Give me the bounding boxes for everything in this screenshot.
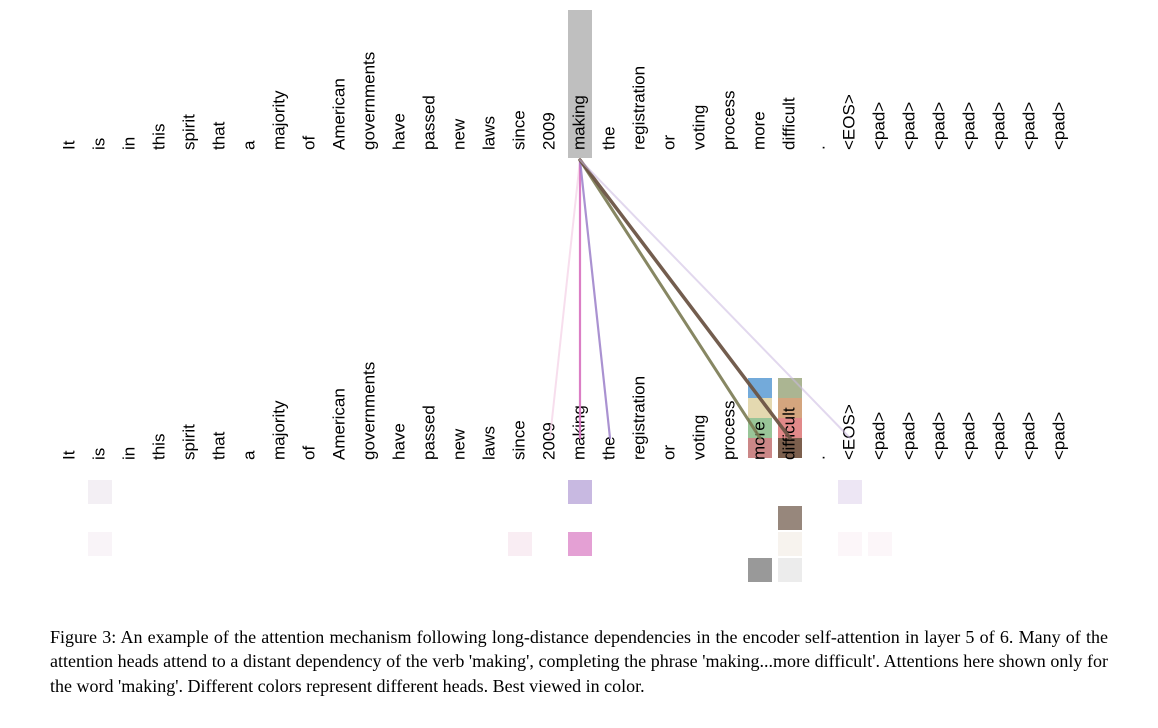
top-token: <pad> bbox=[1019, 102, 1038, 150]
figure-caption: Figure 3: An example of the attention me… bbox=[50, 625, 1108, 698]
top-token: have bbox=[389, 113, 408, 150]
bottom-token: since bbox=[509, 420, 528, 460]
top-token: voting bbox=[689, 105, 708, 150]
bottom-token: <pad> bbox=[1019, 412, 1038, 460]
bottom-token: new bbox=[449, 428, 468, 460]
bottom-token: governments bbox=[359, 362, 378, 460]
bottom-token: <pad> bbox=[929, 412, 948, 460]
head-cell bbox=[838, 480, 862, 504]
attention-line bbox=[580, 160, 850, 438]
top-token: or bbox=[659, 135, 678, 150]
bottom-token: the bbox=[599, 436, 618, 460]
bottom-token: American bbox=[329, 388, 348, 460]
top-token: laws bbox=[479, 116, 498, 150]
top-token: more bbox=[749, 111, 768, 150]
top-token: passed bbox=[419, 95, 438, 150]
top-token: making bbox=[569, 95, 588, 150]
bottom-token: that bbox=[209, 431, 228, 460]
bottom-token: <pad> bbox=[869, 412, 888, 460]
top-token: It bbox=[59, 140, 78, 150]
bottom-token: difficult bbox=[779, 407, 798, 460]
top-token: <pad> bbox=[1049, 102, 1068, 150]
attention-line bbox=[580, 160, 790, 438]
top-token: <pad> bbox=[959, 102, 978, 150]
bottom-token: this bbox=[149, 434, 168, 460]
top-token: American bbox=[329, 78, 348, 150]
bottom-token: <pad> bbox=[989, 412, 1008, 460]
top-token: . bbox=[809, 145, 828, 150]
bottom-token: registration bbox=[629, 376, 648, 460]
top-token: in bbox=[119, 137, 138, 150]
bottom-token: <pad> bbox=[1049, 412, 1068, 460]
top-token: <pad> bbox=[899, 102, 918, 150]
bottom-token: It bbox=[59, 450, 78, 460]
head-cell bbox=[748, 558, 772, 582]
bottom-token: . bbox=[809, 455, 828, 460]
top-token: majority bbox=[269, 90, 288, 150]
head-cell bbox=[778, 506, 802, 530]
caption-label: Figure 3: bbox=[50, 627, 116, 647]
head-cell bbox=[868, 532, 892, 556]
top-token: difficult bbox=[779, 97, 798, 150]
top-token: since bbox=[509, 110, 528, 150]
top-token: <pad> bbox=[929, 102, 948, 150]
bottom-token: have bbox=[389, 423, 408, 460]
top-token: <pad> bbox=[869, 102, 888, 150]
bottom-token: laws bbox=[479, 426, 498, 460]
bottom-token: is bbox=[89, 448, 108, 460]
top-token: the bbox=[599, 126, 618, 150]
top-token: <pad> bbox=[989, 102, 1008, 150]
bottom-token: majority bbox=[269, 400, 288, 460]
bottom-token: <pad> bbox=[959, 412, 978, 460]
top-token: that bbox=[209, 121, 228, 150]
top-token: this bbox=[149, 124, 168, 150]
bottom-token: voting bbox=[689, 415, 708, 460]
head-cell bbox=[88, 532, 112, 556]
top-token: process bbox=[719, 90, 738, 150]
head-cell bbox=[778, 558, 802, 582]
top-token: 2009 bbox=[539, 112, 558, 150]
bottom-token: spirit bbox=[179, 424, 198, 460]
bottom-token: <pad> bbox=[899, 412, 918, 460]
top-token: registration bbox=[629, 66, 648, 150]
top-token: spirit bbox=[179, 114, 198, 150]
head-cell bbox=[778, 532, 802, 556]
top-token: is bbox=[89, 138, 108, 150]
bottom-token: 2009 bbox=[539, 422, 558, 460]
head-cell bbox=[838, 532, 862, 556]
caption-text: An example of the attention mechanism fo… bbox=[50, 627, 1108, 696]
bottom-token: <EOS> bbox=[839, 404, 858, 460]
bottom-token: or bbox=[659, 445, 678, 460]
bottom-token: process bbox=[719, 400, 738, 460]
bottom-token: of bbox=[299, 446, 318, 460]
head-cell bbox=[568, 480, 592, 504]
head-cell bbox=[88, 480, 112, 504]
attention-diagram: ItisinthisspiritthatamajorityofAmericang… bbox=[0, 0, 1158, 620]
top-token: a bbox=[239, 140, 258, 150]
bottom-token: passed bbox=[419, 405, 438, 460]
top-token: new bbox=[449, 118, 468, 150]
attention-line bbox=[550, 160, 580, 438]
top-token: of bbox=[299, 136, 318, 150]
attention-line bbox=[580, 160, 760, 438]
top-token: governments bbox=[359, 52, 378, 150]
bottom-token: in bbox=[119, 447, 138, 460]
bottom-token: a bbox=[239, 450, 258, 460]
head-cell bbox=[508, 532, 532, 556]
head-cell bbox=[568, 532, 592, 556]
top-token: <EOS> bbox=[839, 94, 858, 150]
